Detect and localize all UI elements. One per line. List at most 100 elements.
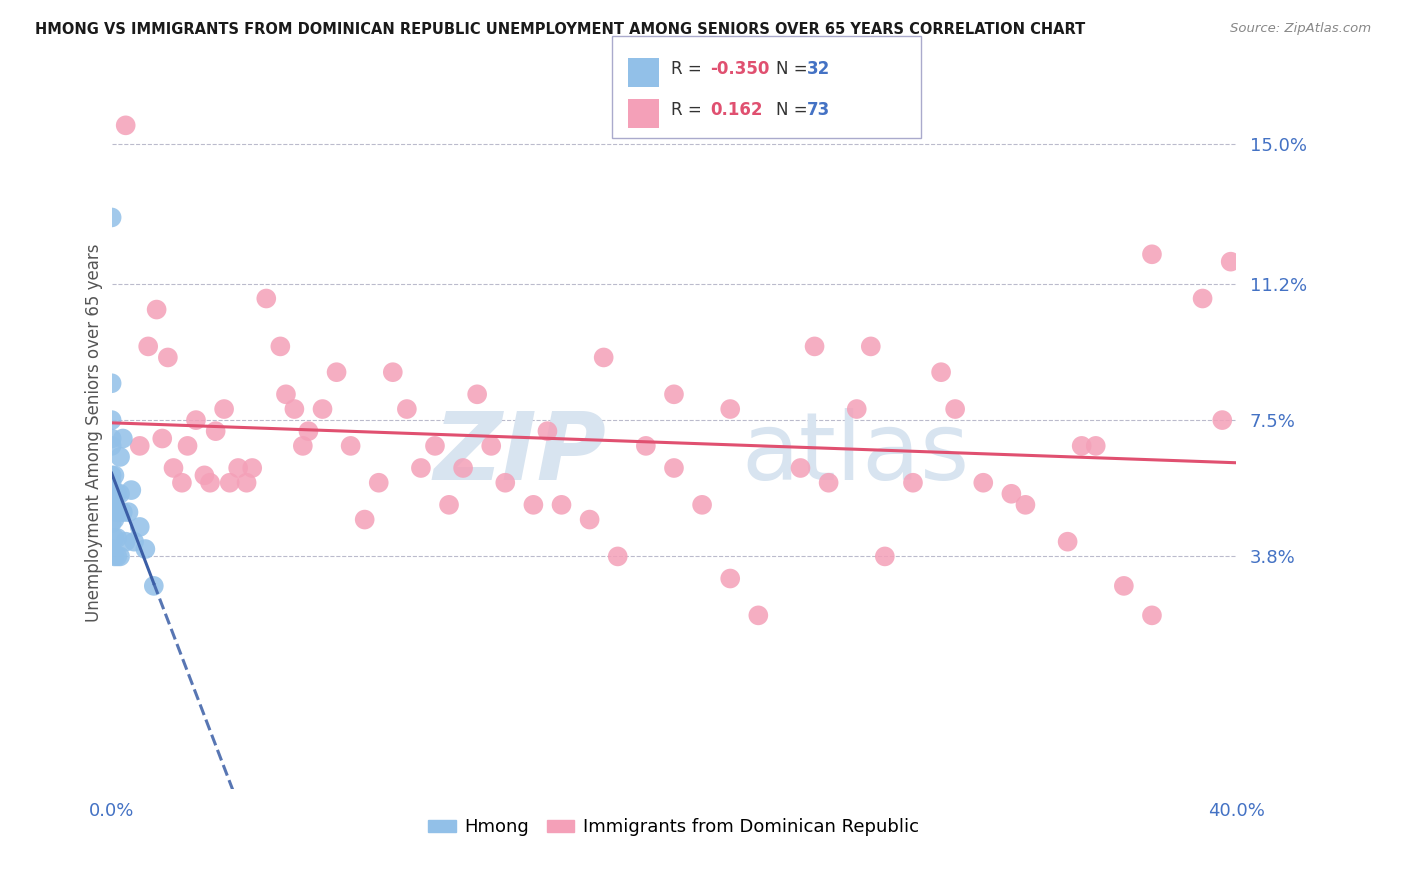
Point xyxy=(311,402,333,417)
Point xyxy=(1014,498,1036,512)
Point xyxy=(943,402,966,417)
Point xyxy=(184,413,207,427)
Point xyxy=(204,424,226,438)
Point xyxy=(367,475,389,490)
Point xyxy=(1084,439,1107,453)
Point xyxy=(170,475,193,490)
Point xyxy=(134,542,156,557)
Point xyxy=(747,608,769,623)
Point xyxy=(100,498,122,512)
Point xyxy=(100,376,122,391)
Point xyxy=(381,365,404,379)
Point xyxy=(274,387,297,401)
Point xyxy=(145,302,167,317)
Point xyxy=(1070,439,1092,453)
Point xyxy=(291,439,314,453)
Point xyxy=(803,339,825,353)
Point xyxy=(1140,247,1163,261)
Point xyxy=(451,461,474,475)
Point xyxy=(100,542,122,557)
Point xyxy=(423,439,446,453)
Point xyxy=(718,402,741,417)
Point xyxy=(128,439,150,453)
Point xyxy=(901,475,924,490)
Text: Source: ZipAtlas.com: Source: ZipAtlas.com xyxy=(1230,22,1371,36)
Text: 73: 73 xyxy=(807,101,831,119)
Text: R =: R = xyxy=(671,101,707,119)
Point xyxy=(100,475,122,490)
Point xyxy=(111,432,134,446)
Point xyxy=(103,512,125,526)
Point xyxy=(117,505,139,519)
Point xyxy=(111,505,134,519)
Point xyxy=(479,439,502,453)
Point xyxy=(103,531,125,545)
Point xyxy=(1211,413,1233,427)
Point xyxy=(100,432,122,446)
Point xyxy=(789,461,811,475)
Point xyxy=(103,487,125,501)
Text: ZIP: ZIP xyxy=(433,409,606,500)
Point xyxy=(100,211,122,225)
Point xyxy=(662,387,685,401)
Point xyxy=(339,439,361,453)
Point xyxy=(103,468,125,483)
Point xyxy=(283,402,305,417)
Point xyxy=(100,516,122,531)
Point xyxy=(136,339,159,353)
Text: R =: R = xyxy=(671,60,707,78)
Point xyxy=(105,505,128,519)
Point xyxy=(578,512,600,526)
Point xyxy=(634,439,657,453)
Point xyxy=(1056,534,1078,549)
Point xyxy=(162,461,184,475)
Point xyxy=(409,461,432,475)
Point xyxy=(193,468,215,483)
Point xyxy=(859,339,882,353)
Point xyxy=(108,549,131,564)
Point xyxy=(156,351,179,365)
Point xyxy=(108,450,131,464)
Point xyxy=(122,534,145,549)
Legend: Hmong, Immigrants from Dominican Republic: Hmong, Immigrants from Dominican Republi… xyxy=(422,811,927,844)
Point xyxy=(240,461,263,475)
Point xyxy=(1191,292,1213,306)
Point xyxy=(114,534,136,549)
Point xyxy=(845,402,868,417)
Point xyxy=(100,413,122,427)
Text: N =: N = xyxy=(776,101,813,119)
Point xyxy=(873,549,896,564)
Point xyxy=(972,475,994,490)
Text: 32: 32 xyxy=(807,60,831,78)
Point xyxy=(108,487,131,501)
Point xyxy=(212,402,235,417)
Point xyxy=(465,387,488,401)
Point xyxy=(592,351,614,365)
Point xyxy=(142,579,165,593)
Point xyxy=(522,498,544,512)
Point xyxy=(114,119,136,133)
Point xyxy=(100,439,122,453)
Point xyxy=(105,487,128,501)
Point xyxy=(235,475,257,490)
Point xyxy=(536,424,558,438)
Text: 0.162: 0.162 xyxy=(710,101,762,119)
Point xyxy=(297,424,319,438)
Point xyxy=(437,498,460,512)
Point xyxy=(1219,254,1241,268)
Point xyxy=(103,498,125,512)
Point xyxy=(690,498,713,512)
Point xyxy=(1140,608,1163,623)
Point xyxy=(198,475,221,490)
Point xyxy=(254,292,277,306)
Point xyxy=(929,365,952,379)
Point xyxy=(218,475,240,490)
Point xyxy=(103,549,125,564)
Point xyxy=(120,483,142,497)
Point xyxy=(128,520,150,534)
Point xyxy=(100,468,122,483)
Point xyxy=(662,461,685,475)
Point xyxy=(176,439,198,453)
Point xyxy=(1112,579,1135,593)
Text: -0.350: -0.350 xyxy=(710,60,769,78)
